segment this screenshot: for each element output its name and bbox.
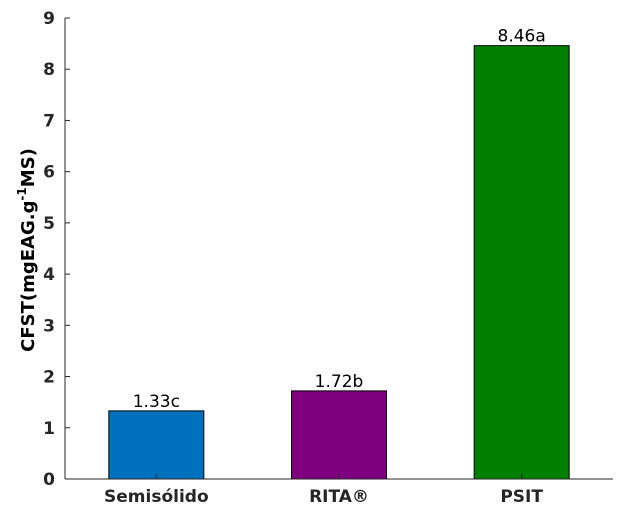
y-axis-label-suffix: MS) — [18, 148, 39, 187]
y-axis-label: CFST(mgEAG.g-1MS) — [15, 148, 39, 352]
y-axis-label-prefix: CFST(mgEAG.g — [18, 201, 39, 352]
y-tick-label: 1 — [43, 419, 55, 439]
x-tick-label-2: RITA® — [309, 487, 369, 505]
y-tick-label: 6 — [43, 163, 55, 183]
y-tick-label: 3 — [43, 316, 55, 336]
x-ticks-group: Semisólido RITA® PSIT — [104, 474, 543, 505]
plot-area: 1.33c 1.72b 8.46a 0 1 2 3 4 5 6 7 8 9 Semisólido RIT… — [43, 9, 613, 505]
bar-1 — [108, 410, 205, 480]
y-tick-label: 9 — [43, 9, 55, 29]
data-label-1: 1.33c — [133, 392, 180, 412]
y-tick-label: 7 — [43, 111, 55, 131]
bar-2 — [291, 390, 387, 480]
y-ticks-group: 0 1 2 3 4 5 6 7 8 9 — [43, 9, 70, 490]
y-axis-label-superscript: -1 — [15, 187, 29, 200]
bar-3 — [473, 45, 570, 480]
y-tick-label: 2 — [43, 368, 55, 388]
y-tick-label: 4 — [43, 265, 55, 285]
y-tick-label: 0 — [43, 470, 55, 490]
bars-group — [108, 45, 570, 480]
data-label-3: 8.46a — [498, 27, 546, 47]
y-tick-label: 5 — [43, 214, 55, 234]
data-label-2: 1.72b — [315, 372, 364, 392]
data-labels-group: 1.33c 1.72b 8.46a — [133, 27, 546, 412]
x-tick-label-1: Semisólido — [104, 487, 209, 505]
x-tick-label-3: PSIT — [500, 487, 543, 505]
y-tick-label: 8 — [43, 60, 55, 80]
